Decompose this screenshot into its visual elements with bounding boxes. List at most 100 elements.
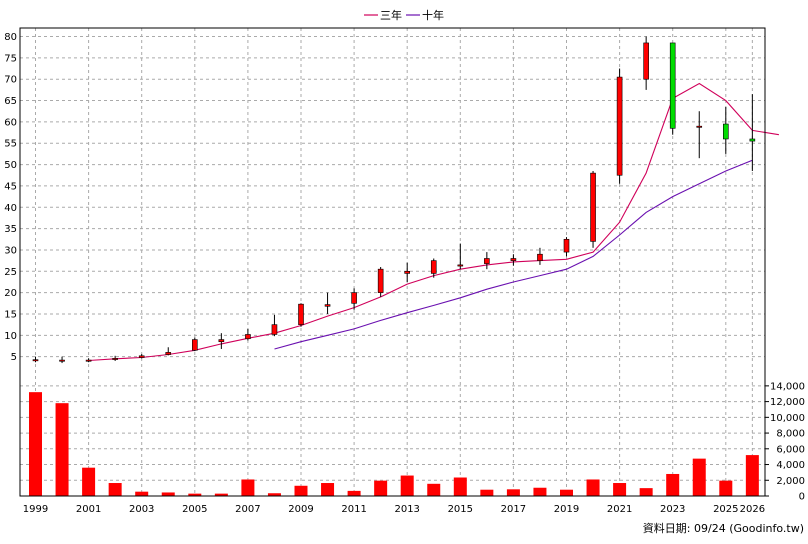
source-label: 資料日期: 09/24 (Goodinfo.tw) — [643, 521, 804, 535]
year-tick-label: 2021 — [607, 504, 632, 515]
volume-tick-label: 12,000 — [770, 397, 805, 408]
volume-tick-label: 8,000 — [776, 429, 805, 440]
year-tick-label: 2025 — [713, 504, 738, 515]
volume-bar — [188, 493, 202, 496]
year-tick-label: 2015 — [448, 504, 473, 515]
volume-bar — [692, 458, 706, 496]
volume-bar — [400, 475, 414, 496]
volume-bar — [533, 487, 547, 496]
volume-bars — [29, 392, 759, 496]
candle-body — [404, 270, 411, 274]
year-tick-label: 2023 — [660, 504, 685, 515]
candle-body — [59, 359, 65, 362]
volume-bar — [55, 403, 69, 496]
volume-bar — [666, 473, 680, 496]
candle-body — [484, 258, 490, 264]
volume-bar — [241, 479, 255, 496]
candle-body — [218, 339, 225, 343]
volume-bar — [639, 488, 653, 496]
year-tick-label: 2019 — [554, 504, 579, 515]
volume-bar — [719, 480, 733, 496]
volume-bar — [321, 483, 335, 496]
candle-body — [457, 264, 464, 267]
price-tick-label: 75 — [4, 53, 17, 64]
volume-bar — [267, 493, 281, 496]
year-tick-label: 2017 — [501, 504, 526, 515]
candle-body — [298, 303, 304, 325]
year-tick-label: 2026 — [740, 504, 765, 515]
legend-label-10yr: 十年 — [422, 8, 444, 22]
price-tick-label: 65 — [4, 96, 17, 107]
volume-bar — [29, 392, 42, 496]
price-tick-label: 45 — [4, 181, 17, 192]
candle-body — [351, 292, 357, 304]
volume-tick-label: 14,000 — [770, 381, 805, 392]
candle-body — [616, 76, 623, 176]
price-tick-label: 70 — [4, 75, 17, 86]
series-line-10yr — [274, 159, 753, 350]
volume-bar — [613, 483, 627, 496]
legend: 三年 十年 — [364, 8, 444, 22]
candle-body — [138, 355, 145, 358]
price-tick-label: 30 — [4, 245, 17, 256]
volume-tick-label: 2,000 — [776, 476, 805, 487]
volume-bar — [82, 467, 96, 496]
year-tick-label: 1999 — [23, 504, 48, 515]
year-tick-label: 2001 — [76, 504, 101, 515]
volume-bar — [560, 489, 573, 496]
volume-bar — [586, 479, 600, 496]
price-tick-label: 50 — [4, 160, 17, 171]
volume-bar — [374, 480, 388, 496]
year-tick-label: 2005 — [182, 504, 207, 515]
candle-body — [112, 358, 118, 360]
candle-body — [32, 359, 39, 362]
candle-body — [510, 258, 517, 261]
price-tick-label: 60 — [4, 117, 17, 128]
candle-body — [85, 359, 92, 362]
candle-body — [165, 352, 172, 355]
volume-bar — [453, 477, 467, 496]
year-tick-label: 2003 — [129, 504, 154, 515]
legend-label-3yr: 三年 — [380, 8, 402, 22]
candle-body — [696, 125, 703, 128]
volume-tick-label: 4,000 — [776, 460, 805, 471]
candle-body — [669, 42, 676, 129]
price-tick-label: 5 — [11, 352, 17, 363]
candle-body — [192, 339, 198, 351]
volume-tick-label: 0 — [799, 492, 805, 503]
price-tick-label: 10 — [4, 331, 17, 342]
volume-tick-label: 10,000 — [770, 413, 805, 424]
candle-body — [563, 238, 570, 253]
volume-bar — [347, 490, 361, 496]
candle-body — [271, 324, 278, 335]
volume-bar — [427, 483, 441, 496]
price-tick-label: 20 — [4, 288, 17, 299]
candle-body — [537, 253, 543, 261]
candle-body — [749, 138, 756, 142]
year-tick-label: 2013 — [394, 504, 419, 515]
volume-bar — [745, 455, 759, 496]
plot-frame — [19, 27, 766, 497]
price-tick-label: 55 — [4, 139, 17, 150]
volume-bar — [294, 485, 308, 496]
year-tick-label: 2011 — [341, 504, 366, 515]
axes: 510152025303540455055606570758002,0004,0… — [4, 27, 805, 515]
candle-body — [245, 334, 251, 340]
grid-layer — [20, 28, 765, 497]
volume-bar — [214, 493, 228, 496]
candle-body — [377, 268, 384, 293]
candle-body — [722, 123, 729, 140]
candle-body — [590, 172, 596, 242]
price-tick-label: 80 — [4, 32, 17, 43]
volume-bar — [135, 491, 149, 496]
candle-body — [643, 42, 649, 80]
volume-tick-label: 6,000 — [776, 444, 805, 455]
volume-bar — [161, 492, 175, 496]
year-tick-label: 2007 — [235, 504, 260, 515]
year-tick-label: 2009 — [288, 504, 313, 515]
volume-bar — [506, 489, 520, 496]
price-tick-label: 35 — [4, 224, 17, 235]
price-tick-label: 40 — [4, 203, 17, 214]
